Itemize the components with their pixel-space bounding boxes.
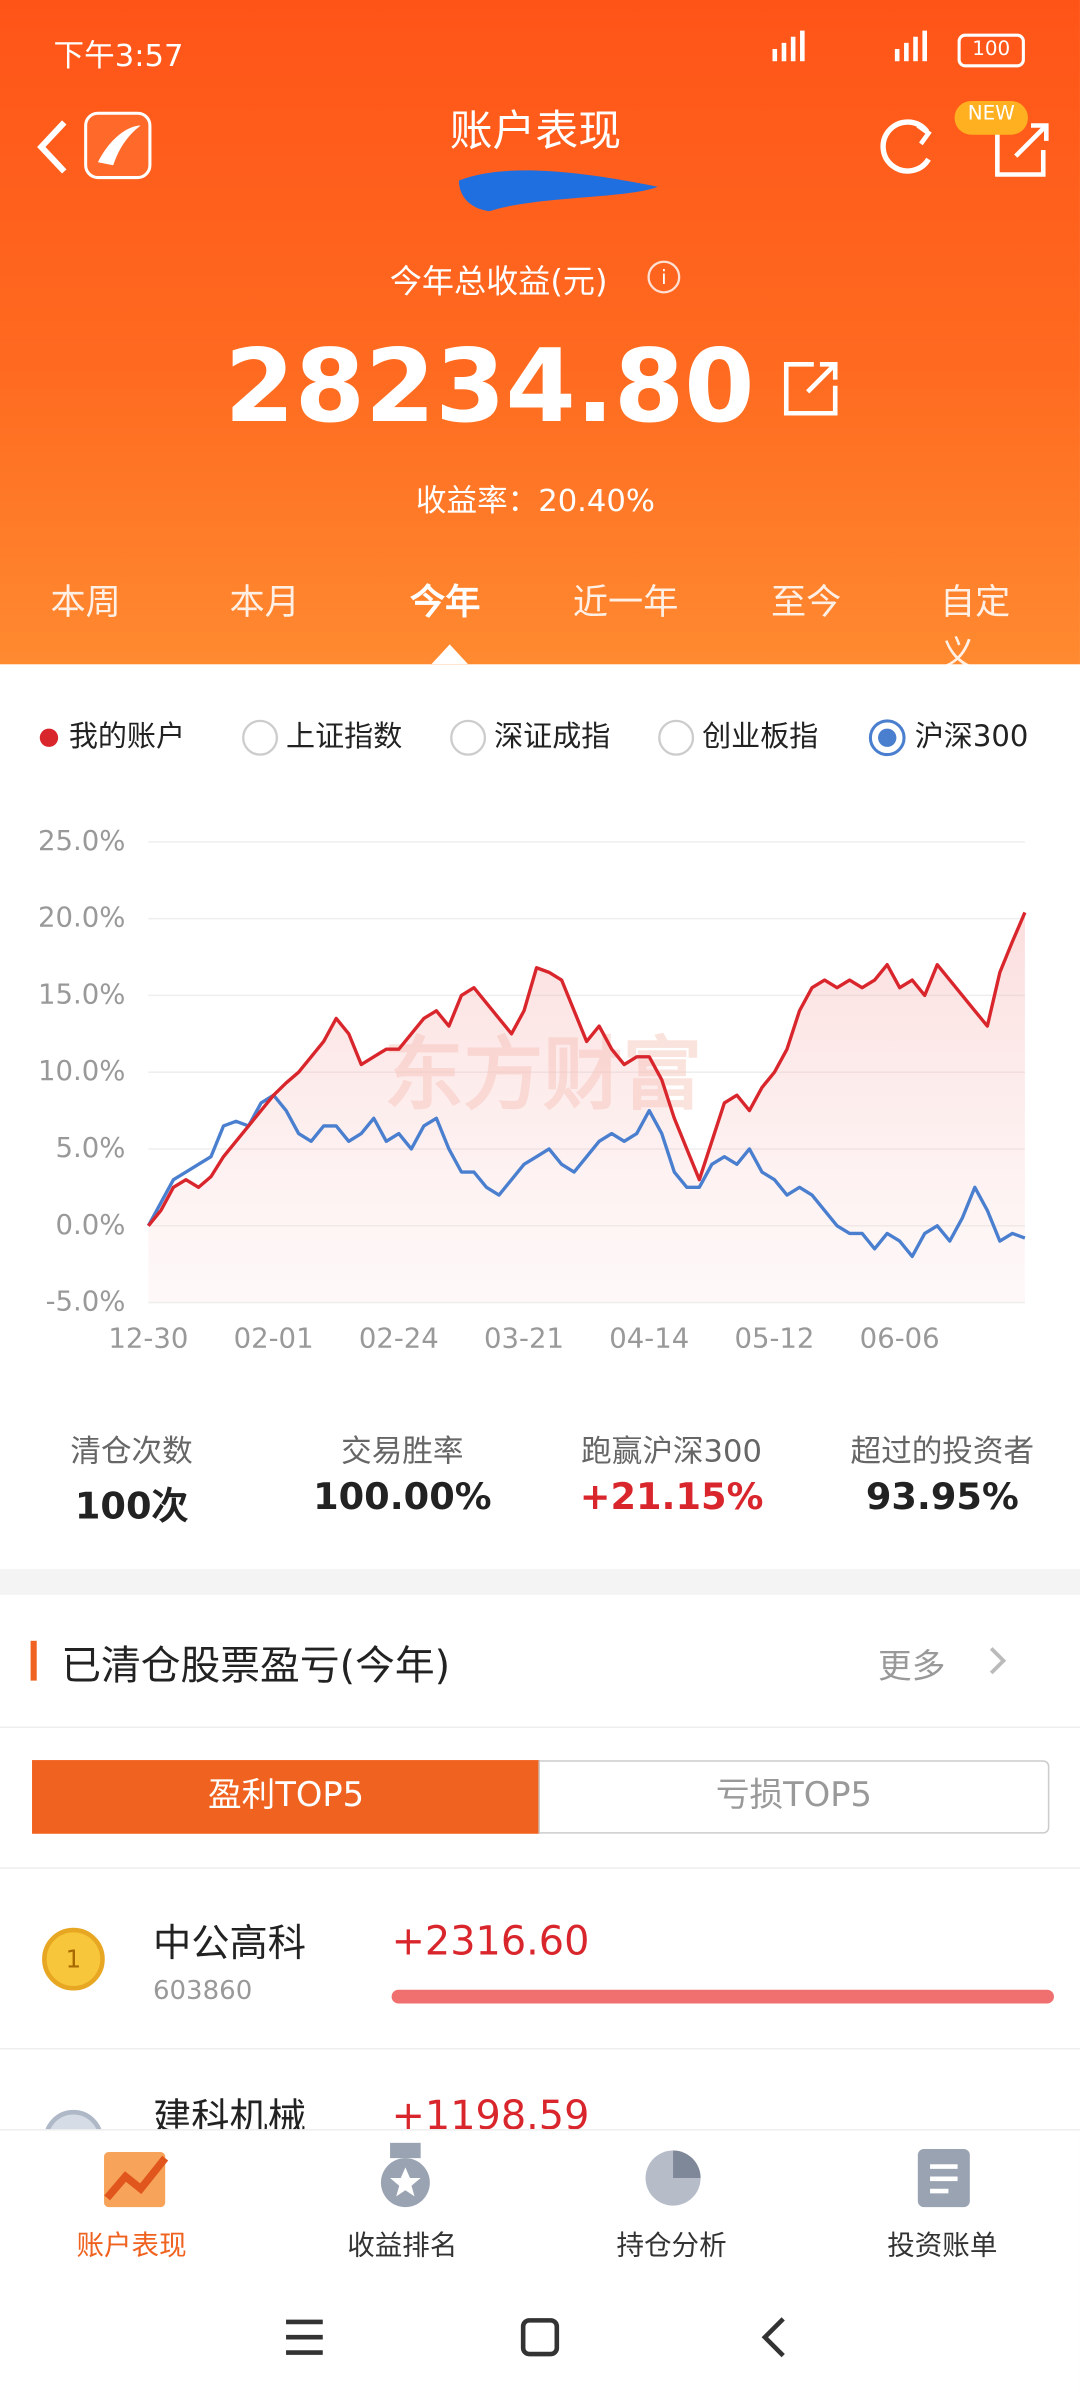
tab[interactable]: 本周: [50, 583, 121, 623]
separator: [0, 1726, 1080, 1729]
nav-label[interactable]: 持仓分析: [616, 2230, 727, 2263]
x-tick-label: 06-06: [860, 1322, 940, 1354]
summary-label: 今年总收益(元): [389, 263, 608, 300]
medal: 1: [42, 1927, 105, 1991]
radio[interactable]: [450, 719, 487, 756]
y-tick-label: 25.0%: [38, 825, 125, 857]
legend-option: 上证指数: [286, 719, 402, 753]
legend-label: 我的账户: [69, 719, 185, 753]
tab[interactable]: 今年: [409, 583, 481, 623]
medal: [44, 2109, 103, 2134]
tab[interactable]: 近一年: [572, 583, 679, 623]
signal: [772, 30, 927, 62]
rate-label: 收益率：: [415, 482, 539, 519]
header-icons: i: [37, 30, 1049, 665]
profit-bar: [391, 1989, 1054, 2004]
system-nav[interactable]: [286, 2317, 785, 2358]
legend-dot: [39, 728, 59, 747]
legend-option: 深证成指: [494, 719, 610, 753]
svg-text:i: i: [661, 266, 667, 289]
x-tick-label: 12-30: [108, 1322, 188, 1354]
share-amount[interactable]: [783, 361, 838, 416]
divider: [0, 1568, 1080, 1595]
section-marker: [30, 1640, 37, 1681]
series-line: [146, 1093, 1026, 1259]
back-button[interactable]: [37, 120, 67, 174]
y-tick-label: 0.0%: [56, 1209, 126, 1241]
nav-label[interactable]: 账户表现: [76, 2230, 187, 2263]
stock-name[interactable]: 中公高科: [152, 1920, 306, 1966]
x-tick-label: 02-01: [234, 1322, 314, 1354]
stat-value: +21.15%: [579, 1475, 764, 1519]
separator: [0, 2047, 1080, 2050]
radio[interactable]: [242, 719, 279, 756]
y-tick-label: 10.0%: [38, 1055, 125, 1087]
y-tick-label: -5.0%: [46, 1286, 126, 1318]
more-link[interactable]: 更多: [878, 1648, 946, 1687]
logo-mark: [97, 125, 141, 166]
section-title: 已清仓股票盈亏(今年): [61, 1643, 451, 1690]
tab[interactable]: 至今: [770, 583, 842, 623]
y-tick-label: 5.0%: [56, 1132, 126, 1164]
redaction: [458, 170, 658, 212]
area: [148, 912, 1025, 1303]
tab[interactable]: 本月: [229, 583, 300, 623]
x-tick-label: 04-14: [609, 1322, 689, 1354]
stat-label: 交易胜率: [341, 1432, 464, 1470]
radio-dot: [878, 728, 897, 747]
refresh-button[interactable]: [880, 119, 931, 174]
y-tick-label: 15.0%: [38, 978, 125, 1010]
series-line: [147, 911, 1027, 1227]
x-tick-label: 05-12: [734, 1322, 814, 1354]
y-tick-label: 20.0%: [38, 902, 125, 934]
battery: 100: [957, 33, 1025, 68]
status-time: 下午3:57: [53, 36, 184, 74]
nav-icons: [104, 2142, 970, 2358]
stat-label: 超过的投资者: [850, 1432, 1035, 1470]
rank: 1: [66, 1945, 82, 1974]
info-icon[interactable]: [647, 260, 681, 294]
toggle-profit[interactable]: 盈利TOP5: [32, 1760, 540, 1834]
legend-option: 创业板指: [702, 719, 818, 753]
total-profit: 28234.80: [224, 327, 755, 446]
rate: 20.40%: [538, 482, 655, 519]
stock-profit: +2316.60: [391, 1919, 590, 1966]
legend-label: 沪深300: [915, 719, 1029, 753]
chart: 我的账户 上证指数 深证成指 创业板指 沪深300 25.0% 20.0% 15.0% 10.0…: [38, 719, 1029, 1355]
stat-value: 100.00%: [313, 1475, 492, 1519]
new-badge-bg: [954, 101, 1028, 135]
stat-value: 100次: [74, 1484, 189, 1528]
stat-label: 跑赢沪深300: [581, 1432, 762, 1470]
separator: [0, 1867, 1080, 1869]
page-title: 账户表现: [449, 105, 622, 157]
x-tick-label: 03-21: [484, 1322, 564, 1354]
chevron: [989, 1647, 1007, 1675]
new-badge: NEW: [967, 102, 1015, 126]
nav-label[interactable]: 收益排名: [347, 2230, 458, 2263]
stock-code: 603860: [152, 1976, 253, 2007]
stat-label: 清仓次数: [70, 1432, 193, 1470]
tab[interactable]: 自定义: [940, 583, 1011, 675]
header-background: [0, 0, 1080, 665]
nav-label[interactable]: 投资账单: [887, 2230, 998, 2263]
radio[interactable]: [658, 719, 695, 756]
toggle-loss[interactable]: 亏损TOP5: [538, 1760, 1050, 1834]
stat-value: 93.95%: [865, 1475, 1019, 1519]
x-tick-label: 02-24: [359, 1322, 439, 1354]
tab-indicator: [431, 644, 469, 665]
